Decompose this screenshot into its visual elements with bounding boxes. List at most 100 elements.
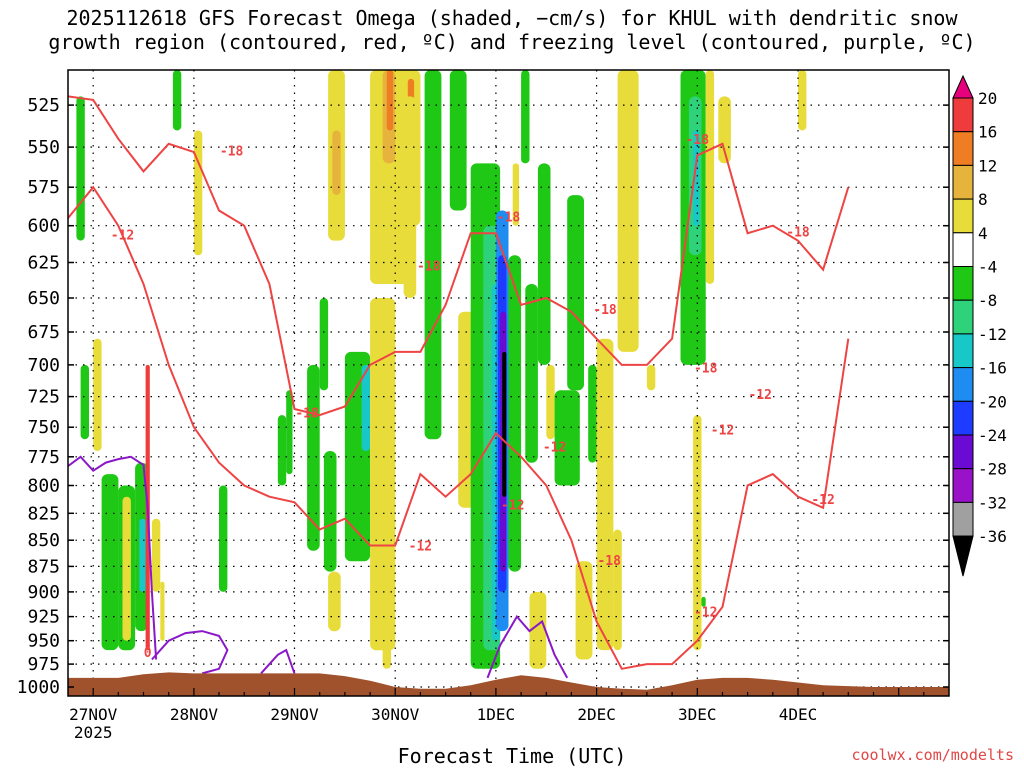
y-tick-label-675: 675 bbox=[27, 322, 60, 343]
terrain-layer bbox=[68, 672, 949, 696]
x-axis-label: Forecast Time (UTC) bbox=[397, 744, 627, 768]
y-tick-label-775: 775 bbox=[27, 447, 60, 468]
title-line-2: growth region (contoured, red, ºC) and f… bbox=[48, 30, 976, 54]
omega-cell-30 bbox=[382, 591, 391, 669]
contour-label-13: -12 bbox=[711, 424, 734, 439]
y-tick-label-650: 650 bbox=[27, 288, 60, 309]
y-tick-label-550: 550 bbox=[27, 137, 60, 158]
colorbar-box-4 bbox=[952, 198, 974, 234]
omega-cell-17 bbox=[160, 581, 165, 641]
contour-label-layer: -18 -12 -18 -18 -18 -18 -18 -18 -18 -12 -12 -12 -18 -… bbox=[111, 133, 835, 661]
y-tick-label-800: 800 bbox=[27, 476, 60, 497]
omega-shading-layer bbox=[76, 70, 807, 669]
omega-cell-1 bbox=[332, 130, 341, 195]
y-tick-label-875: 875 bbox=[27, 556, 60, 577]
omega-cell-23 bbox=[307, 364, 320, 551]
x-tick-label-29NOV: 29NOV bbox=[270, 705, 319, 724]
colorbar-box-5 bbox=[952, 232, 974, 268]
omega-cell-7 bbox=[76, 96, 85, 241]
colorbar-label-13: -36 bbox=[978, 527, 1007, 546]
omega-cell-60 bbox=[705, 70, 715, 284]
colorbar-label-8: -16 bbox=[978, 359, 1007, 378]
purple-contour-0C-1 bbox=[151, 630, 229, 675]
y-tick-label-925: 925 bbox=[27, 607, 60, 628]
omega-cell-19 bbox=[193, 130, 203, 256]
contour-label-0: -18 bbox=[220, 144, 244, 159]
y-tick-label-975: 975 bbox=[27, 654, 60, 675]
colorbar-arrow-bottom bbox=[952, 535, 974, 577]
colorbar-box-11 bbox=[952, 434, 974, 470]
contour-label-12: -18 bbox=[597, 554, 621, 569]
x-tick-label-27NOV: 27NOV bbox=[69, 705, 118, 724]
contour-label-15: -12 bbox=[811, 493, 834, 508]
credit-link[interactable]: coolwx.com/modelts bbox=[851, 746, 1014, 764]
colorbar-label-1: 16 bbox=[978, 123, 997, 142]
colorbar-label-12: -32 bbox=[978, 493, 1007, 512]
contour-label-10: -12 bbox=[501, 499, 524, 514]
x-tick-label-1DEC: 1DEC bbox=[477, 705, 516, 724]
omega-cell-10 bbox=[101, 474, 119, 651]
omega-cell-21 bbox=[277, 415, 287, 486]
contour-label-14: -12 bbox=[748, 388, 771, 403]
contour-label-3: -18 bbox=[295, 407, 319, 422]
omega-cell-54 bbox=[613, 529, 622, 651]
contour-label-16: -12 bbox=[694, 606, 717, 621]
omega-cell-28 bbox=[361, 364, 371, 451]
x-tick-label-28NOV: 28NOV bbox=[170, 705, 219, 724]
freezing-level-label: 0 bbox=[144, 646, 152, 661]
omega-cell-49 bbox=[554, 390, 580, 486]
omega-cell-41 bbox=[502, 351, 507, 497]
contour-label-6: -18 bbox=[686, 133, 710, 148]
colorbar-label-2: 12 bbox=[978, 156, 997, 175]
omega-cell-50 bbox=[567, 195, 584, 391]
omega-cell-53 bbox=[596, 338, 614, 651]
omega-cell-63 bbox=[701, 596, 706, 607]
colorbar-label-10: -24 bbox=[978, 426, 1007, 445]
omega-cell-20 bbox=[219, 485, 228, 592]
omega-cell-46 bbox=[529, 591, 547, 669]
y-tick-label-575: 575 bbox=[27, 177, 60, 198]
omega-cell-24 bbox=[319, 298, 329, 391]
y-tick-label-900: 900 bbox=[27, 582, 60, 603]
omega-cell-32 bbox=[424, 70, 442, 440]
terrain-fill bbox=[68, 672, 949, 696]
colorbar: 20 16 12 8 4 -4 -8 -12 -16 -20 -24 -28 -32 -36 bbox=[952, 74, 1007, 577]
omega-cell-22 bbox=[286, 390, 293, 475]
omega-cell-44 bbox=[521, 70, 530, 164]
chart-title: 2025112618 GFS Forecast Omega (shaded, −… bbox=[0, 6, 1024, 54]
y-tick-label-700: 700 bbox=[27, 355, 60, 376]
contour-label-2: -18 bbox=[417, 259, 441, 274]
omega-cell-12 bbox=[122, 496, 131, 641]
y-tick-label-825: 825 bbox=[27, 503, 60, 524]
colorbar-box-8 bbox=[952, 333, 974, 369]
omega-cell-48 bbox=[546, 364, 555, 440]
colorbar-label-3: 8 bbox=[978, 190, 988, 209]
plot-frame bbox=[67, 69, 950, 697]
contour-label-5: -18 bbox=[593, 303, 617, 318]
y-axis: 525 550 575 600 625 650 675 700 725 750 775 800 825 8… bbox=[17, 95, 949, 698]
colorbar-box-9 bbox=[952, 367, 974, 402]
omega-cell-16 bbox=[151, 518, 161, 592]
y-tick-label-850: 850 bbox=[27, 530, 60, 551]
omega-cell-43 bbox=[512, 163, 519, 226]
y-tick-label-600: 600 bbox=[27, 216, 60, 237]
colorbar-label-4: 4 bbox=[978, 224, 988, 243]
y-tick-label-525: 525 bbox=[27, 95, 60, 116]
colorbar-label-9: -20 bbox=[978, 392, 1007, 411]
omega-cell-25 bbox=[323, 451, 337, 572]
title-line-1: 2025112618 GFS Forecast Omega (shaded, −… bbox=[66, 6, 958, 30]
y-tick-label-950: 950 bbox=[27, 631, 60, 652]
contour-label-11: -12 bbox=[409, 540, 432, 555]
omega-cell-51 bbox=[575, 561, 593, 660]
omega-cell-31 bbox=[403, 96, 417, 298]
omega-cell-42 bbox=[508, 255, 522, 572]
colorbar-box-10 bbox=[952, 400, 974, 436]
contour-layer bbox=[68, 95, 850, 679]
x-tick-label-30NOV: 30NOV bbox=[371, 705, 420, 724]
y-tick-label-725: 725 bbox=[27, 387, 60, 408]
colorbar-label-0: 20 bbox=[978, 89, 997, 108]
red-contour--12C bbox=[68, 185, 850, 670]
y-tick-label-625: 625 bbox=[27, 253, 60, 274]
